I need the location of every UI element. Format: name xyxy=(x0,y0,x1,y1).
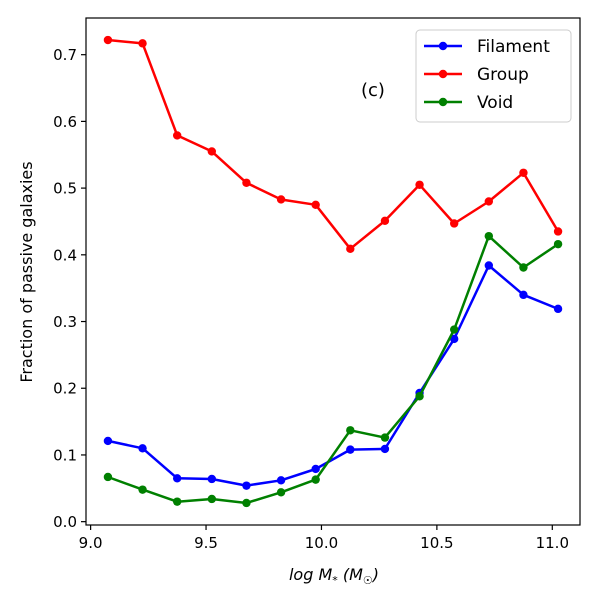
x-tick-label: 11.0 xyxy=(536,534,569,552)
y-tick-label: 0.0 xyxy=(53,513,77,531)
data-point-group xyxy=(103,35,113,45)
legend-label-filament: Filament xyxy=(477,37,550,57)
data-point-void xyxy=(276,488,286,497)
data-point-group xyxy=(553,227,563,236)
data-point-group xyxy=(311,200,320,209)
x-axis-label-unit: (M xyxy=(338,565,363,584)
data-point-group xyxy=(415,180,424,189)
x-tick-label: 10.5 xyxy=(420,534,453,552)
y-tick-label: 0.6 xyxy=(53,113,77,131)
x-tick-label: 9.0 xyxy=(79,534,103,552)
data-point-void xyxy=(380,433,390,442)
data-point-void xyxy=(346,426,355,435)
legend: Filament Group Void xyxy=(415,29,572,123)
series-line-group xyxy=(107,38,560,251)
legend-label-group: Group xyxy=(477,65,529,85)
series-line-filament xyxy=(107,264,559,487)
data-point-group xyxy=(380,216,390,225)
data-point-filament xyxy=(519,290,528,300)
x-axis-label-sun-symbol: ☉ xyxy=(363,574,373,587)
data-point-void xyxy=(138,485,147,494)
y-tick-label: 0.1 xyxy=(53,446,77,464)
legend-marker-filament xyxy=(438,41,448,51)
data-point-group xyxy=(519,168,528,177)
legend-marker-group xyxy=(438,69,448,79)
data-point-void xyxy=(484,231,494,241)
y-tick-label: 0.3 xyxy=(53,313,77,331)
x-axis-label-sub: * xyxy=(332,574,338,587)
series-line-void xyxy=(107,234,559,505)
data-point-group xyxy=(346,244,355,254)
data-point-void xyxy=(449,325,459,334)
data-point-group xyxy=(172,131,182,140)
legend-marker-void xyxy=(438,97,448,107)
data-point-void xyxy=(415,392,424,401)
data-point-filament xyxy=(380,444,390,454)
data-point-void xyxy=(172,497,182,506)
plot-frame xyxy=(85,17,581,526)
data-point-group xyxy=(138,39,147,48)
data-point-group xyxy=(276,195,286,204)
data-point-filament xyxy=(207,474,217,484)
legend-label-void: Void xyxy=(477,93,513,113)
data-point-void xyxy=(103,472,113,482)
data-point-void xyxy=(519,263,528,272)
data-point-void xyxy=(242,498,251,508)
y-tick-label: 0.2 xyxy=(53,380,77,398)
y-tick-label: 0.7 xyxy=(53,46,77,64)
data-point-group xyxy=(484,197,494,206)
data-point-filament xyxy=(553,304,563,314)
x-axis-label: log M* (M☉) xyxy=(289,565,379,587)
data-point-filament xyxy=(276,476,286,485)
data-point-filament xyxy=(484,261,494,270)
x-axis-label-main: log M xyxy=(289,565,332,584)
y-tick-label: 0.5 xyxy=(53,180,77,198)
y-axis-label: Fraction of passive galaxies xyxy=(17,161,36,382)
data-point-filament xyxy=(311,464,320,474)
data-point-filament xyxy=(138,444,147,453)
data-point-group xyxy=(207,147,217,156)
x-tick-label: 9.5 xyxy=(194,534,218,552)
data-point-void xyxy=(311,475,320,484)
x-axis-label-close: ) xyxy=(372,565,379,584)
data-point-void xyxy=(553,239,563,249)
panel-annotation: (c) xyxy=(361,80,385,101)
x-tick-label: 10.0 xyxy=(305,534,338,552)
data-point-filament xyxy=(242,481,251,490)
data-point-filament xyxy=(103,436,113,446)
data-point-filament xyxy=(172,474,182,483)
data-point-group xyxy=(242,178,251,187)
data-point-filament xyxy=(346,445,355,454)
y-tick-label: 0.4 xyxy=(53,246,77,264)
data-point-void xyxy=(207,494,217,504)
data-point-group xyxy=(449,219,459,228)
data-point-filament xyxy=(449,334,459,344)
